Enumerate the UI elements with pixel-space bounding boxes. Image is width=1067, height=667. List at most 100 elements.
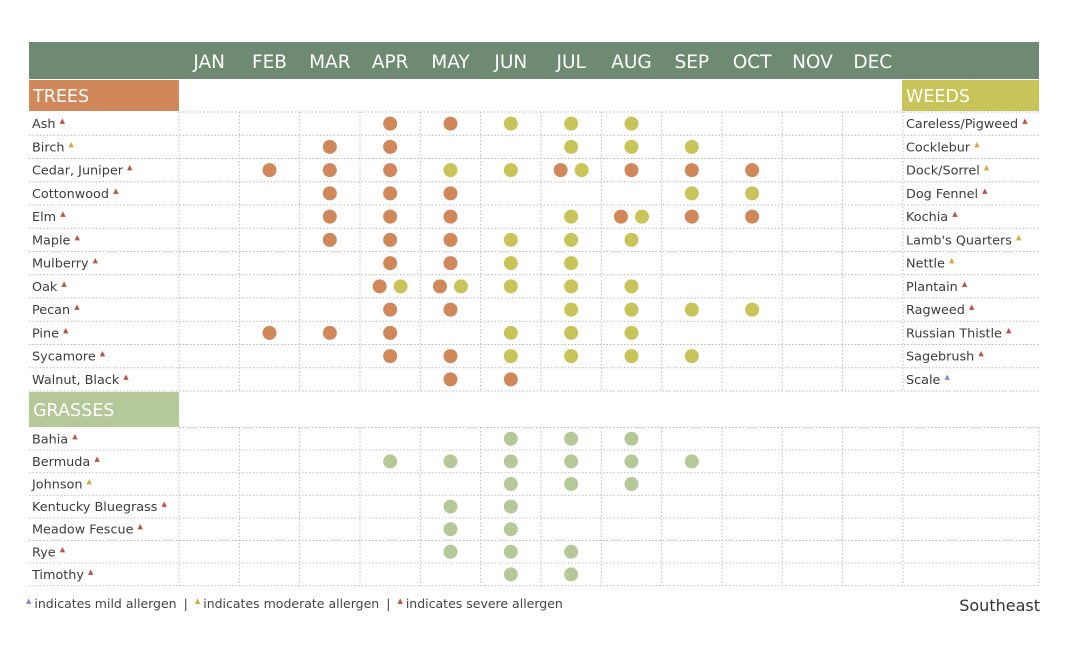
tree-dot (684, 209, 699, 224)
grass-dot (564, 567, 579, 582)
weed-row-label: Scale ▲ (906, 373, 951, 388)
weed-row-label: Careless/Pigweed ▲ (906, 117, 1028, 132)
tree-dot (564, 116, 579, 131)
tree-dot (624, 116, 639, 131)
severe-triangle-icon: ▲ (93, 257, 99, 265)
tree-dot (503, 349, 518, 364)
month-label: DEC (853, 52, 892, 73)
severe-triangle-icon: ▲ (1022, 117, 1028, 125)
severe-triangle-icon: ▲ (113, 187, 119, 195)
tree-dot (684, 163, 699, 178)
grass-dot (564, 431, 579, 446)
severe-triangle-icon: ▲ (60, 210, 66, 218)
tree-row-label: Sycamore ▲ (32, 350, 106, 365)
moderate-triangle-icon: ▲ (974, 140, 980, 148)
tree-dot (684, 186, 699, 201)
tree-dot (443, 372, 458, 387)
grass-row-label: Bahia ▲ (32, 432, 78, 447)
grass-dot (443, 454, 458, 469)
legend-moderate-text: indicates moderate allergen (203, 596, 380, 611)
mild-triangle-icon: ▲ (945, 373, 951, 381)
tree-dot (383, 349, 398, 364)
severe-triangle-icon: ▲ (969, 303, 975, 311)
moderate-triangle-icon: ▲ (984, 164, 990, 172)
tree-dot (624, 279, 639, 294)
legend-separator: | (183, 596, 188, 611)
grass-row-label: Timothy ▲ (31, 568, 94, 583)
grass-dot (383, 454, 398, 469)
grass-dot (684, 454, 699, 469)
legend-mild-text: indicates mild allergen (34, 596, 177, 611)
tree-dot (383, 186, 398, 201)
severe-triangle-icon: ▲ (63, 326, 69, 334)
moderate-triangle-icon: ▲ (949, 257, 955, 265)
region-label: Southeast (959, 596, 1040, 615)
grass-dot (624, 477, 639, 491)
tree-row-label: Walnut, Black ▲ (32, 373, 129, 388)
legend-severe-text: indicates severe allergen (405, 596, 563, 611)
tree-dot (684, 349, 699, 364)
tree-dot (383, 139, 398, 154)
weed-row-label: Sagebrush ▲ (906, 350, 984, 365)
weed-row-label: Lamb's Quarters ▲ (906, 233, 1022, 248)
month-label: JUL (555, 52, 586, 73)
grass-dot (503, 544, 518, 559)
grass-row-label: Johnson ▲ (31, 478, 93, 493)
weeds-header-band (902, 80, 1039, 111)
tree-dot (564, 139, 579, 154)
tree-dot (564, 349, 579, 364)
tree-dot (322, 139, 337, 154)
severe-triangle-icon: ▲ (123, 373, 129, 381)
tree-dot (443, 232, 458, 247)
severe-triangle-icon: ▲ (127, 164, 133, 172)
month-label: NOV (792, 52, 833, 73)
tree-dot (564, 232, 579, 247)
tree-dot (443, 256, 458, 271)
tree-dot (322, 209, 337, 224)
grass-dot (443, 499, 458, 514)
severe-triangle-icon: ▲ (982, 187, 988, 195)
severe-triangle-icon: ▲ (978, 350, 984, 358)
tree-dot (383, 256, 398, 271)
tree-dot (564, 279, 579, 294)
tree-dot (383, 163, 398, 178)
tree-dot (443, 186, 458, 201)
tree-dot (503, 372, 518, 387)
mild-triangle-icon: ▲ (26, 597, 32, 605)
severe-triangle-icon: ▲ (60, 545, 66, 553)
tree-dot (322, 163, 337, 178)
grass-dot (624, 431, 639, 446)
severe-triangle-icon: ▲ (74, 303, 80, 311)
severe-triangle-icon: ▲ (138, 523, 144, 531)
trees-header-band (29, 80, 179, 111)
tree-dot (393, 279, 408, 294)
weed-row-label: Kochia ▲ (906, 210, 958, 225)
weed-row-label: Dog Fennel ▲ (906, 187, 988, 202)
tree-dot (574, 163, 589, 178)
header-band (29, 42, 1039, 79)
weeds-header-title: WEEDS (906, 87, 970, 107)
month-label: OCT (733, 52, 772, 73)
tree-dot (503, 279, 518, 294)
tree-dot (383, 116, 398, 131)
tree-dot (262, 163, 277, 178)
row-labels: Ash ▲ Birch ▲ Cedar, Juniper ▲ Cottonwood ▲… (31, 117, 1028, 583)
tree-dot (634, 209, 649, 224)
grass-dot (624, 454, 639, 469)
tree-dot (624, 349, 639, 364)
severe-triangle-icon: ▲ (161, 500, 167, 508)
month-label: JAN (192, 52, 225, 73)
tree-row-label: Birch ▲ (32, 140, 75, 155)
severe-triangle-icon: ▲ (952, 210, 958, 218)
tree-dot (443, 209, 458, 224)
tree-dot (503, 232, 518, 247)
moderate-triangle-icon: ▲ (1016, 233, 1022, 241)
tree-dot (745, 209, 760, 224)
grid-lines (29, 111, 1040, 587)
grass-dot (503, 431, 518, 446)
tree-dot (262, 325, 277, 340)
weed-row-label: Nettle ▲ (906, 257, 955, 272)
tree-dot (453, 279, 468, 294)
severe-triangle-icon: ▲ (1006, 326, 1012, 334)
